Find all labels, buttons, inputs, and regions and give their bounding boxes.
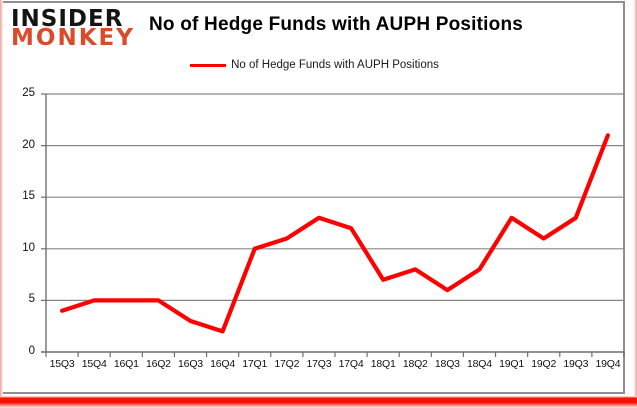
legend-label: No of Hedge Funds with AUPH Positions <box>231 59 439 71</box>
y-axis-tick-label: 0 <box>28 345 35 357</box>
legend: No of Hedge Funds with AUPH Positions <box>3 59 626 71</box>
x-axis-tick-label: 16Q2 <box>145 358 171 370</box>
x-axis-tick-label: 18Q3 <box>434 358 460 370</box>
y-axis-tick-label: 5 <box>28 293 35 306</box>
y-axis-labels: 0 5 10 15 20 25 <box>3 3 37 392</box>
x-axis-tick-label: 17Q1 <box>242 358 268 370</box>
x-axis-tick-label: 16Q4 <box>210 358 236 370</box>
x-axis-tick-label: 19Q2 <box>531 358 557 370</box>
red-border-right <box>634 0 637 408</box>
x-axis-tick-label: 17Q4 <box>338 358 364 370</box>
y-axis-tick-label: 10 <box>22 241 35 254</box>
x-axis-tick-label: 15Q3 <box>49 358 75 370</box>
red-border-left <box>0 0 3 408</box>
legend-line-swatch <box>190 63 227 67</box>
x-axis-tick-label: 18Q1 <box>370 358 396 370</box>
y-axis-tick-label: 15 <box>22 190 35 203</box>
x-axis-tick-label: 17Q3 <box>306 358 332 370</box>
insider-monkey-logo: INSIDER MONKEY <box>11 6 135 51</box>
x-axis-labels: 15Q3 15Q4 16Q1 16Q2 16Q3 16Q4 17Q1 17Q2 17Q3 17Q4… <box>46 358 624 370</box>
logo-monkey-text: MONKEY <box>11 25 135 51</box>
x-axis-tick-label: 19Q1 <box>499 358 525 370</box>
chart-frame: INSIDER MONKEY No of Hedge Funds with AU… <box>2 1 625 394</box>
x-axis-tick-label: 18Q2 <box>402 358 428 370</box>
x-axis-tick-label: 19Q4 <box>595 358 621 370</box>
chart-title: No of Hedge Funds with AUPH Positions <box>149 14 524 35</box>
x-axis-tick-label: 19Q3 <box>563 358 589 370</box>
logo-insider-text: INSIDER <box>11 6 124 32</box>
plot-area <box>41 93 625 357</box>
x-axis-tick-label: 17Q2 <box>274 358 300 370</box>
x-axis-tick-label: 16Q1 <box>113 358 139 370</box>
y-axis-tick-label: 25 <box>22 87 35 99</box>
x-axis-tick-label: 15Q4 <box>81 358 107 370</box>
y-axis-tick-label: 20 <box>22 138 35 151</box>
red-border-bottom <box>0 396 637 408</box>
x-axis-tick-label: 16Q3 <box>178 358 203 370</box>
x-axis-tick-label: 18Q4 <box>467 358 492 370</box>
